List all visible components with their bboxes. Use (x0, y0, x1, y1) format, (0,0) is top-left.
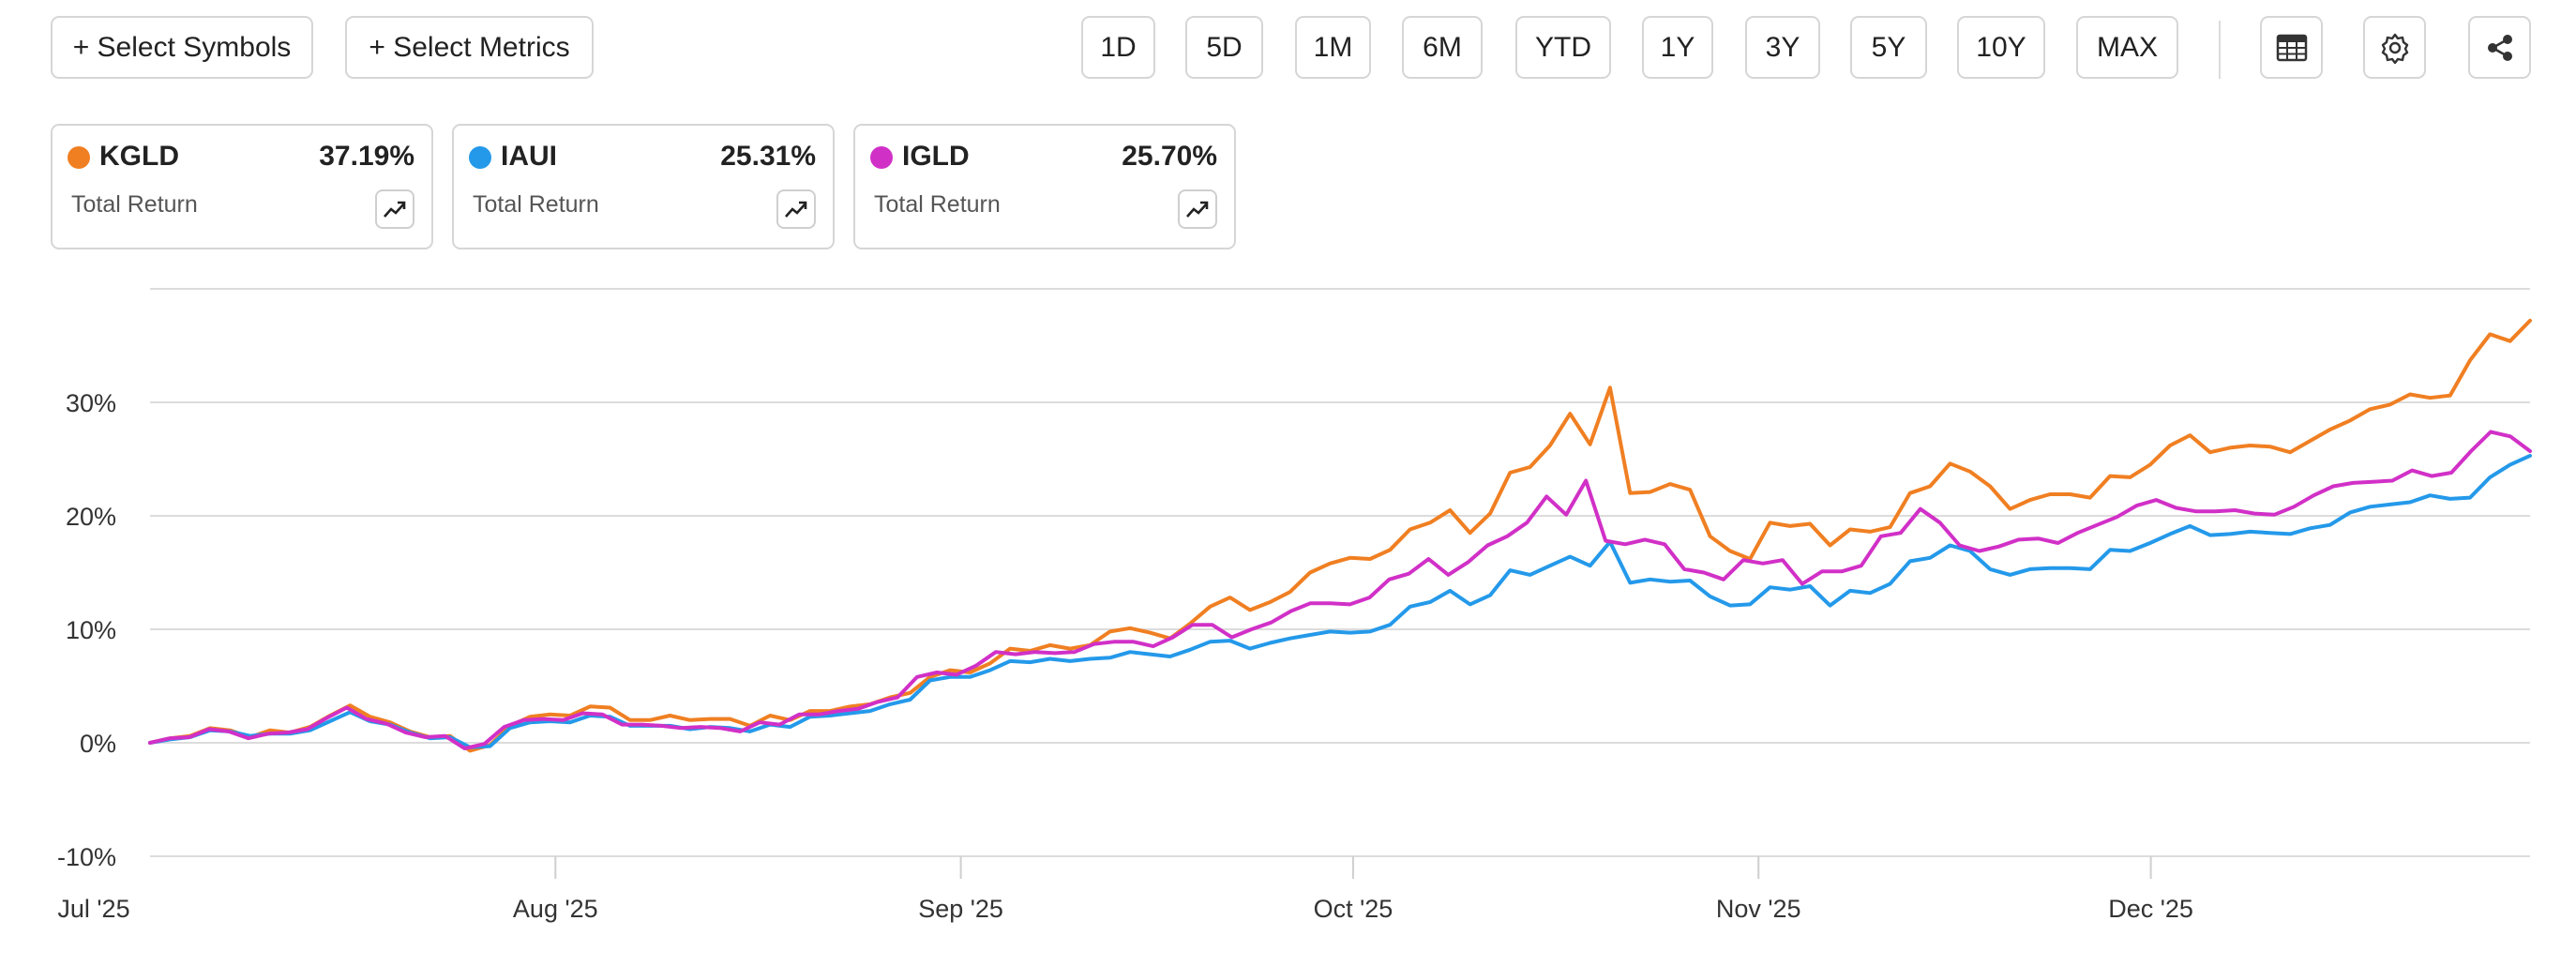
range-button-1y[interactable]: 1Y (1642, 16, 1713, 79)
x-tick-label: Dec '25 (2108, 895, 2193, 923)
y-tick-label: -10% (57, 843, 116, 871)
gear-icon (2381, 33, 2408, 64)
select-symbols-button[interactable]: + Select Symbols (51, 16, 313, 79)
trend-up-icon (785, 201, 807, 218)
range-button-10y[interactable]: 10Y (1957, 16, 2045, 79)
x-tick-label: Aug '25 (513, 895, 598, 923)
trend-chart-button[interactable] (375, 189, 414, 229)
symbol-card-igld[interactable]: IGLD 25.70% Total Return (853, 124, 1236, 249)
y-tick-label: 0% (80, 730, 116, 758)
symbol-card-kgld[interactable]: KGLD 37.19% Total Return (51, 124, 433, 249)
trend-up-icon (1186, 201, 1209, 218)
x-tick-label: Sep '25 (918, 895, 1003, 923)
series-color-dot (68, 146, 90, 169)
y-tick-label: 20% (66, 503, 116, 531)
card-symbol: KGLD (99, 141, 179, 172)
series-line-iaui (148, 453, 2532, 749)
symbol-card-iaui[interactable]: IAUI 25.31% Total Return (452, 124, 835, 249)
table-view-button[interactable] (2260, 16, 2323, 79)
range-button-6m[interactable]: 6M (1402, 16, 1483, 79)
trend-up-icon (384, 201, 406, 218)
share-icon (2487, 34, 2512, 61)
x-tick-label: Jul '25 (57, 895, 129, 923)
trend-chart-button[interactable] (776, 189, 816, 229)
toolbar-divider (2219, 21, 2221, 79)
select-metrics-button[interactable]: + Select Metrics (345, 16, 594, 79)
range-button-ytd[interactable]: YTD (1515, 16, 1611, 79)
card-metric-label: Total Return (874, 191, 1001, 218)
series-color-dot (870, 146, 893, 169)
card-value: 37.19% (319, 141, 414, 172)
trend-chart-button[interactable] (1178, 189, 1217, 229)
range-button-3y[interactable]: 3Y (1745, 16, 1820, 79)
range-button-5d[interactable]: 5D (1185, 16, 1263, 79)
series-line-kgld (148, 318, 2532, 753)
series-line-igld (148, 430, 2532, 750)
y-tick-label: 10% (66, 616, 116, 644)
card-metric-label: Total Return (473, 191, 599, 218)
card-metric-label: Total Return (71, 191, 198, 218)
card-value: 25.70% (1122, 141, 1217, 172)
series-color-dot (469, 146, 491, 169)
x-tick-label: Nov '25 (1716, 895, 1801, 923)
table-icon (2276, 34, 2307, 61)
share-button[interactable] (2468, 16, 2531, 79)
x-tick-label: Oct '25 (1314, 895, 1393, 923)
card-symbol: IGLD (902, 141, 970, 172)
card-value: 25.31% (720, 141, 816, 172)
range-button-1d[interactable]: 1D (1081, 16, 1155, 79)
settings-button[interactable] (2363, 16, 2426, 79)
card-symbol: IAUI (501, 141, 557, 172)
range-button-max[interactable]: MAX (2076, 16, 2178, 79)
range-button-5y[interactable]: 5Y (1850, 16, 1927, 79)
range-button-1m[interactable]: 1M (1295, 16, 1371, 79)
y-tick-label: 30% (66, 389, 116, 417)
